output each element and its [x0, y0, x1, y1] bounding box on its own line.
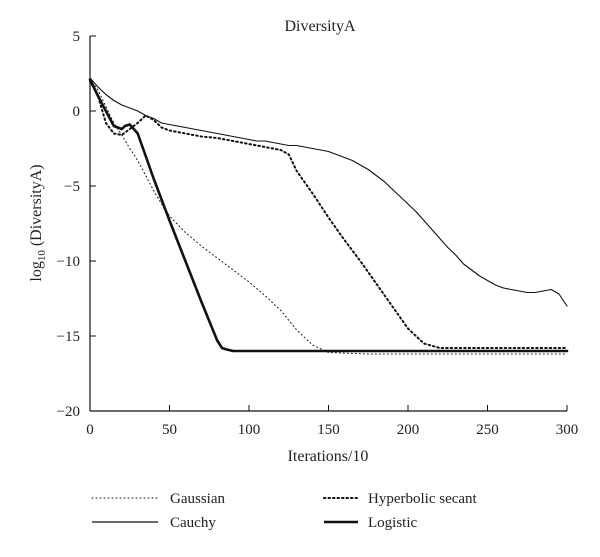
x-tick-label-150: 150: [317, 422, 340, 438]
y-tick-label-minus-5: −5: [64, 179, 80, 195]
y-tick-label-minus-15: −15: [57, 329, 80, 345]
y-tick-label-5: 5: [73, 29, 81, 45]
x-axis-label: Iterations/10: [288, 448, 369, 465]
x-ticks: 0 50 100 150 200 250 300: [86, 405, 578, 438]
series-layer: [88, 77, 569, 355]
legend-item-cauchy: Cauchy: [92, 515, 216, 531]
plot-area: 50−5−10−15−20 0 50 100 150 200 250 300: [57, 29, 579, 438]
x-tick-label-100: 100: [238, 422, 261, 438]
x-tick-label-200: 200: [397, 422, 420, 438]
legend-item-gaussian: Gaussian: [91, 491, 225, 507]
series-line-hyperbolic-secant: [89, 80, 568, 349]
legend-item-hyperbolic-secant: Hyperbolic secant: [323, 491, 478, 507]
series-line-cauchy: [89, 77, 568, 307]
y-tick-label-0: 0: [73, 104, 81, 120]
y-axis-label: log10 (DiversityA): [28, 164, 48, 281]
series-line-logistic: [88, 78, 569, 353]
series-line-gaussian: [89, 79, 568, 355]
legend-label-cauchy: Cauchy: [170, 515, 216, 531]
legend-label-logistic: Logistic: [368, 515, 418, 531]
x-tick-label-0: 0: [86, 422, 94, 438]
legend-label-hyperbolic-secant: Hyperbolic secant: [368, 491, 478, 507]
y-axis-label-rest: (DiversityA): [28, 164, 45, 250]
y-ticks: 5 0 −5 −10 −15 −20: [57, 29, 96, 420]
y-tick-label-minus-10: −10: [57, 254, 80, 270]
legend: Gaussian Cauchy Hyperbolic secant Logist…: [91, 491, 478, 531]
legend-item-logistic: Logistic: [324, 515, 418, 531]
x-tick-label-300: 300: [556, 422, 579, 438]
chart-title: DiversityA: [284, 18, 356, 35]
x-tick-label-250: 250: [476, 422, 499, 438]
x-tick-label-50: 50: [162, 422, 177, 438]
legend-label-gaussian: Gaussian: [170, 491, 225, 507]
y-axis-label-subscript: 10: [36, 250, 48, 262]
y-tick-label-minus-20: −20: [57, 404, 80, 420]
y-axis-label-base: log: [28, 261, 45, 281]
